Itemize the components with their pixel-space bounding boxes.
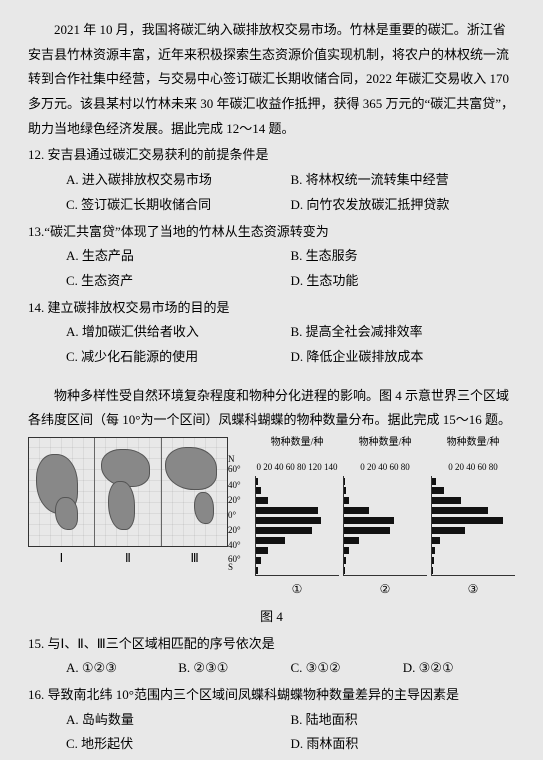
figure-caption: 图 4 — [28, 605, 515, 630]
chart-3-num: ③ — [431, 578, 515, 601]
q14-option-c[interactable]: C. 减少化石能源的使用 — [66, 345, 291, 370]
chart-bar — [256, 507, 318, 514]
q15-option-b[interactable]: B. ②③① — [178, 656, 290, 681]
chart-bar — [344, 557, 346, 564]
chart-bar — [256, 497, 268, 504]
chart-1: 物种数量/种 0 20 40 60 80 120 140 ① — [255, 437, 339, 601]
passage-2: 物种多样性受自然环境复杂程度和物种分化进程的影响。图 4 示意世界三个区域各纬度… — [28, 384, 515, 433]
chart-1-title: 物种数量/种 — [255, 437, 339, 459]
chart-3-title: 物种数量/种 — [431, 437, 515, 459]
chart-2: 物种数量/种 0 20 40 60 80 ② — [343, 437, 427, 601]
chart-bar — [344, 478, 345, 485]
map-label-3: Ⅲ — [161, 547, 228, 570]
q13-option-a[interactable]: A. 生态产品 — [66, 244, 291, 269]
chart-bar — [256, 517, 321, 524]
chart-bar — [432, 567, 433, 574]
chart-3: 物种数量/种 0 20 40 60 80 ③ — [431, 437, 515, 601]
q12-option-a[interactable]: A. 进入碳排放权交易市场 — [66, 168, 291, 193]
q16-option-c[interactable]: C. 地形起伏 — [66, 732, 291, 757]
chart-2-title: 物种数量/种 — [343, 437, 427, 459]
figure-4: Ⅰ Ⅱ Ⅲ N 60° 40° 20° 0° 20° 40° 60° S 物种数… — [28, 437, 515, 601]
map-label-2: Ⅱ — [95, 547, 162, 570]
chart-2-xscale: 0 20 40 60 80 — [343, 459, 427, 476]
map-3 — [162, 438, 227, 546]
chart-bar — [344, 497, 349, 504]
bar-charts: 物种数量/种 0 20 40 60 80 120 140 ① 物种数量/种 0 … — [255, 437, 515, 601]
chart-bar — [344, 547, 349, 554]
chart-1-xscale: 0 20 40 60 80 120 140 — [255, 459, 339, 476]
map-2 — [95, 438, 161, 546]
chart-bar — [432, 478, 436, 485]
q16-stem: 16. 导致南北纬 10°范围内三个区域间凤蝶科蝴蝶物种数量差异的主导因素是 — [28, 683, 515, 708]
question-15: 15. 与Ⅰ、Ⅱ、Ⅲ三个区域相匹配的序号依次是 A. ①②③ B. ②③① C.… — [28, 632, 515, 681]
chart-1-num: ① — [255, 578, 339, 601]
q13-option-b[interactable]: B. 生态服务 — [291, 244, 516, 269]
q13-stem: 13.“碳汇共富贷”体现了当地的竹林从生态资源转变为 — [28, 220, 515, 245]
q12-option-c[interactable]: C. 签订碳汇长期收储合同 — [66, 193, 291, 218]
chart-bar — [344, 527, 390, 534]
chart-bar — [432, 547, 435, 554]
chart-3-xscale: 0 20 40 60 80 — [431, 459, 515, 476]
chart-bar — [432, 497, 461, 504]
question-14: 14. 建立碳排放权交易市场的目的是 A. 增加碳汇供给者收入 B. 提高全社会… — [28, 296, 515, 370]
chart-bar — [432, 537, 440, 544]
chart-bar — [256, 537, 285, 544]
chart-bar — [432, 517, 503, 524]
q12-option-b[interactable]: B. 将林权统一流转集中经营 — [291, 168, 516, 193]
question-12: 12. 安吉县通过碳汇交易获利的前提条件是 A. 进入碳排放权交易市场 B. 将… — [28, 143, 515, 217]
q16-option-b[interactable]: B. 陆地面积 — [291, 708, 516, 733]
passage-1: 2021 年 10 月，我国将碳汇纳入碳排放权交易市场。竹林是重要的碳汇。浙江省… — [28, 18, 515, 141]
map-1 — [29, 438, 95, 546]
q14-option-b[interactable]: B. 提高全社会减排效率 — [291, 320, 516, 345]
chart-bar — [344, 487, 346, 494]
q12-stem: 12. 安吉县通过碳汇交易获利的前提条件是 — [28, 143, 515, 168]
q15-option-a[interactable]: A. ①②③ — [66, 656, 178, 681]
chart-bar — [344, 517, 394, 524]
q14-option-d[interactable]: D. 降低企业碳排放成本 — [291, 345, 516, 370]
chart-2-num: ② — [343, 578, 427, 601]
chart-bar — [432, 557, 434, 564]
map-labels: Ⅰ Ⅱ Ⅲ — [28, 547, 228, 570]
q15-stem: 15. 与Ⅰ、Ⅱ、Ⅲ三个区域相匹配的序号依次是 — [28, 632, 515, 657]
chart-bar — [256, 487, 261, 494]
chart-bar — [256, 547, 268, 554]
q13-option-d[interactable]: D. 生态功能 — [291, 269, 516, 294]
question-16: 16. 导致南北纬 10°范围内三个区域间凤蝶科蝴蝶物种数量差异的主导因素是 A… — [28, 683, 515, 757]
chart-bar — [432, 507, 488, 514]
question-13: 13.“碳汇共富贷”体现了当地的竹林从生态资源转变为 A. 生态产品 B. 生态… — [28, 220, 515, 294]
q14-option-a[interactable]: A. 增加碳汇供给者收入 — [66, 320, 291, 345]
q15-option-c[interactable]: C. ③①② — [291, 656, 403, 681]
q12-option-d[interactable]: D. 向竹农发放碳汇抵押贷款 — [291, 193, 516, 218]
chart-bar — [344, 537, 359, 544]
ytick: 60° — [228, 461, 241, 478]
chart-bar — [344, 507, 369, 514]
chart-bar — [256, 527, 312, 534]
chart-bar — [256, 567, 258, 574]
world-maps — [28, 437, 228, 547]
q13-option-c[interactable]: C. 生态资产 — [66, 269, 291, 294]
q14-stem: 14. 建立碳排放权交易市场的目的是 — [28, 296, 515, 321]
chart-bar — [344, 567, 345, 574]
chart-bar — [256, 478, 258, 485]
chart-bar — [432, 487, 444, 494]
q15-option-d[interactable]: D. ③②① — [403, 656, 515, 681]
chart-bar — [256, 557, 261, 564]
chart-bar — [432, 527, 465, 534]
q16-option-d[interactable]: D. 雨林面积 — [291, 732, 516, 757]
q16-option-a[interactable]: A. 岛屿数量 — [66, 708, 291, 733]
y-south: S — [228, 559, 233, 576]
map-label-1: Ⅰ — [28, 547, 95, 570]
